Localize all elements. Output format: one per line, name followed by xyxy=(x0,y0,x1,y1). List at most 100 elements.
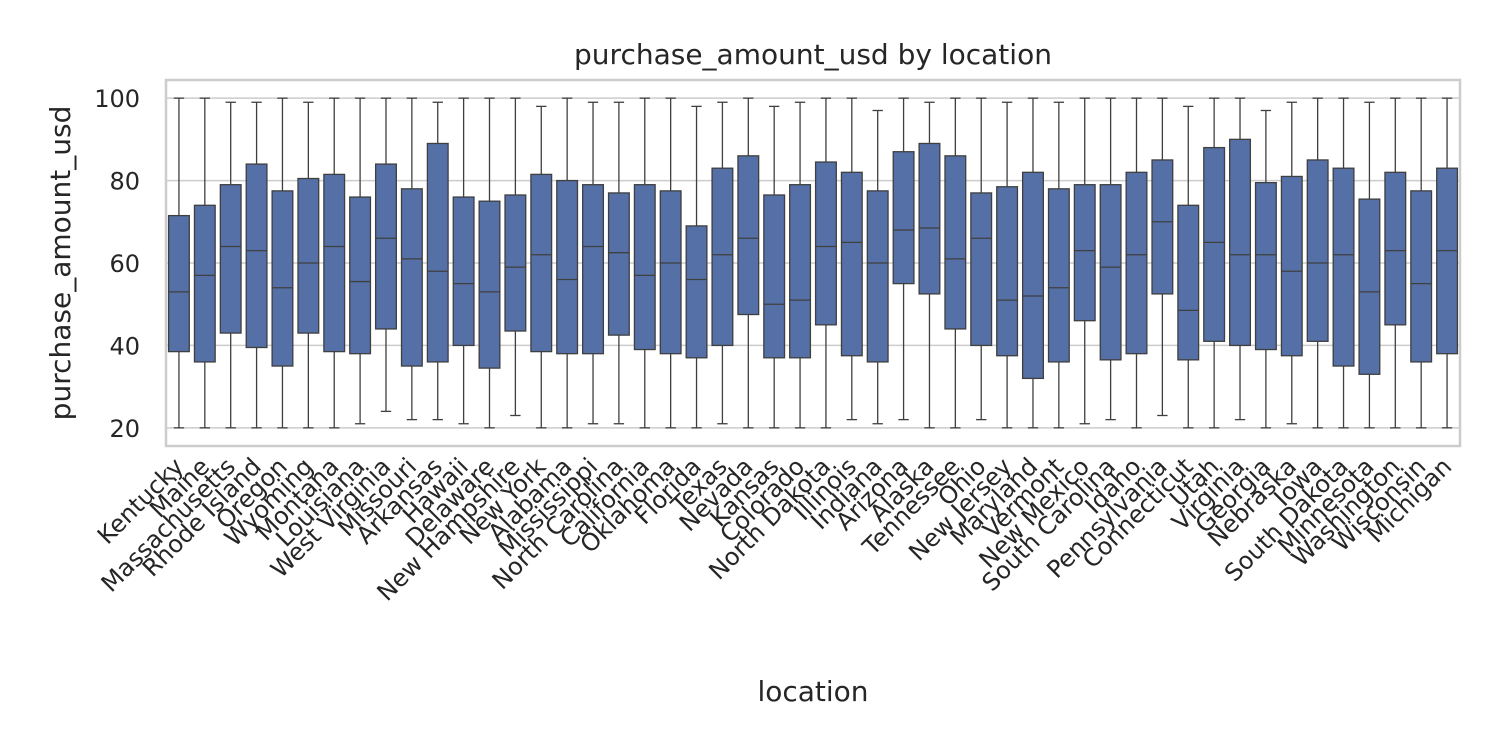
box-27 xyxy=(866,109,889,425)
box-43 xyxy=(1280,101,1303,425)
iqr-box xyxy=(349,196,372,355)
x-axis-title: location xyxy=(757,675,868,708)
box-18 xyxy=(633,97,656,429)
box-13 xyxy=(504,97,527,417)
iqr-box xyxy=(297,177,320,334)
iqr-box xyxy=(866,190,889,363)
box-series xyxy=(167,97,1459,429)
box-29 xyxy=(918,101,941,429)
box-14 xyxy=(530,105,553,429)
box-10 xyxy=(426,101,449,421)
iqr-box xyxy=(659,190,682,355)
box-15 xyxy=(556,97,579,429)
iqr-box xyxy=(400,188,423,367)
iqr-box xyxy=(892,151,915,285)
box-1 xyxy=(193,97,216,429)
y-tick-labels: 20 40 60 80 100 xyxy=(94,85,140,443)
box-46 xyxy=(1358,101,1381,429)
box-9 xyxy=(400,97,423,421)
box-0 xyxy=(167,97,190,429)
y-tick-label: 40 xyxy=(109,332,140,360)
iqr-box xyxy=(530,173,553,353)
box-21 xyxy=(711,101,734,425)
iqr-box xyxy=(1073,184,1096,322)
iqr-box xyxy=(1125,171,1148,355)
y-tick-label: 100 xyxy=(94,85,140,113)
iqr-box xyxy=(996,186,1019,357)
iqr-box xyxy=(840,171,863,357)
box-3 xyxy=(245,101,268,429)
iqr-box xyxy=(1280,175,1303,357)
iqr-box xyxy=(478,200,501,369)
box-39 xyxy=(1177,105,1200,429)
box-23 xyxy=(763,105,786,429)
box-12 xyxy=(478,97,501,429)
iqr-box xyxy=(193,204,216,363)
iqr-box xyxy=(504,194,527,332)
box-8 xyxy=(374,97,397,413)
y-tick-label: 20 xyxy=(109,415,140,443)
iqr-box xyxy=(452,196,475,347)
iqr-box xyxy=(426,142,449,363)
chart-title: purchase_amount_usd by location xyxy=(574,38,1052,71)
box-6 xyxy=(323,97,346,429)
iqr-box xyxy=(219,184,242,334)
iqr-box xyxy=(1203,146,1226,342)
box-28 xyxy=(892,97,915,421)
iqr-box xyxy=(1410,190,1433,363)
iqr-box xyxy=(607,192,630,336)
iqr-box xyxy=(1358,198,1381,375)
iqr-box xyxy=(1384,171,1407,326)
box-26 xyxy=(840,97,863,421)
iqr-box xyxy=(1436,167,1459,355)
box-22 xyxy=(737,97,760,429)
y-tick-label: 80 xyxy=(109,168,140,196)
box-49 xyxy=(1436,97,1459,429)
box-34 xyxy=(1047,101,1070,429)
iqr-box xyxy=(789,184,812,359)
box-42 xyxy=(1254,109,1277,429)
box-4 xyxy=(271,97,294,429)
box-17 xyxy=(607,101,630,425)
iqr-box xyxy=(1306,159,1329,342)
box-7 xyxy=(349,97,372,425)
box-37 xyxy=(1125,97,1148,429)
iqr-box xyxy=(582,184,605,355)
box-11 xyxy=(452,97,475,425)
iqr-box xyxy=(737,155,760,316)
y-tick-label: 60 xyxy=(109,250,140,278)
iqr-box xyxy=(763,194,786,359)
y-axis-title: purchase_amount_usd xyxy=(44,106,77,421)
iqr-box xyxy=(556,179,579,355)
iqr-box xyxy=(711,167,734,347)
iqr-box xyxy=(1021,171,1044,380)
iqr-box xyxy=(918,142,941,295)
iqr-box xyxy=(167,214,190,353)
box-38 xyxy=(1151,97,1174,417)
box-40 xyxy=(1203,97,1226,429)
iqr-box xyxy=(323,173,346,353)
box-33 xyxy=(1021,97,1044,429)
iqr-box xyxy=(1177,204,1200,361)
iqr-box xyxy=(1151,159,1174,295)
box-44 xyxy=(1306,97,1329,429)
box-32 xyxy=(996,101,1019,429)
box-36 xyxy=(1099,97,1122,421)
iqr-box xyxy=(271,190,294,367)
iqr-box xyxy=(633,184,656,351)
box-35 xyxy=(1073,97,1096,425)
box-16 xyxy=(582,101,605,425)
box-2 xyxy=(219,101,242,429)
iqr-box xyxy=(245,163,268,349)
box-45 xyxy=(1332,97,1355,429)
box-19 xyxy=(659,97,682,429)
iqr-box xyxy=(944,155,967,330)
iqr-box xyxy=(1099,184,1122,361)
iqr-box xyxy=(814,161,837,326)
iqr-box xyxy=(374,163,397,330)
iqr-box xyxy=(1229,138,1252,347)
box-5 xyxy=(297,101,320,429)
iqr-box xyxy=(1332,167,1355,367)
